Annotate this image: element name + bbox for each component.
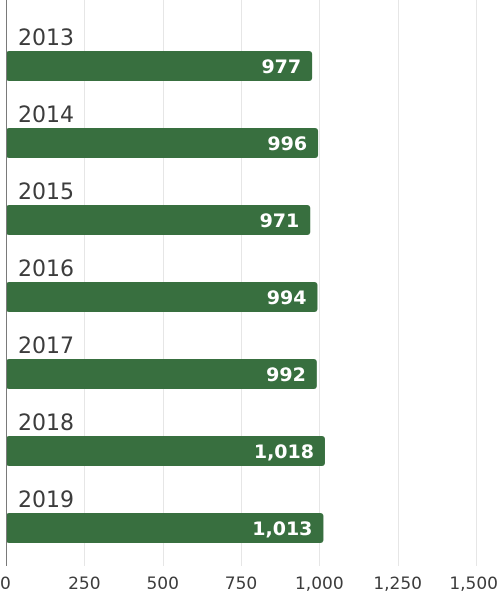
category-label: 2016: [18, 257, 74, 282]
bar-group-2017: 2017 992: [6, 334, 317, 389]
data-label: 996: [267, 133, 307, 155]
data-label: 992: [266, 364, 306, 386]
bar-group-2014: 2014 996: [6, 103, 319, 158]
data-label: 977: [261, 56, 301, 78]
bar: [6, 513, 324, 543]
data-label: 1,013: [252, 518, 312, 540]
bar: [6, 128, 319, 158]
category-label: 2017: [18, 334, 74, 359]
x-tick-label: 1,500: [449, 574, 498, 594]
bar-group-2015: 2015 971: [6, 180, 311, 235]
bar: [6, 205, 311, 235]
category-label: 2018: [18, 411, 74, 436]
x-tick-label: 0: [0, 574, 11, 594]
data-label: 971: [260, 210, 300, 232]
bar-group-2018: 2018 1,018: [6, 411, 325, 466]
x-tick-label: 250: [68, 574, 100, 594]
bars: 2013 977 2014 996 2015 971 2016 994 2017 992 2018 1…: [6, 26, 325, 543]
x-tick-label: 1,250: [373, 574, 422, 594]
x-tick-label: 500: [146, 574, 178, 594]
bar-group-2016: 2016 994: [6, 257, 318, 312]
bar-group-2013: 2013 977: [6, 26, 313, 81]
data-label: 994: [267, 287, 307, 309]
data-label: 1,018: [254, 441, 314, 463]
x-axis-ticks: 0 250 500 750 1,000 1,250 1,500: [0, 574, 498, 594]
category-label: 2019: [18, 488, 74, 513]
bar: [6, 282, 318, 312]
x-tick-label: 1,000: [295, 574, 344, 594]
bar: [6, 51, 313, 81]
category-label: 2015: [18, 180, 74, 205]
category-label: 2014: [18, 103, 74, 128]
x-tick-label: 750: [225, 574, 257, 594]
bar: [6, 359, 317, 389]
category-label: 2013: [18, 26, 74, 51]
bar-group-2019: 2019 1,013: [6, 488, 324, 543]
bar: [6, 436, 325, 466]
